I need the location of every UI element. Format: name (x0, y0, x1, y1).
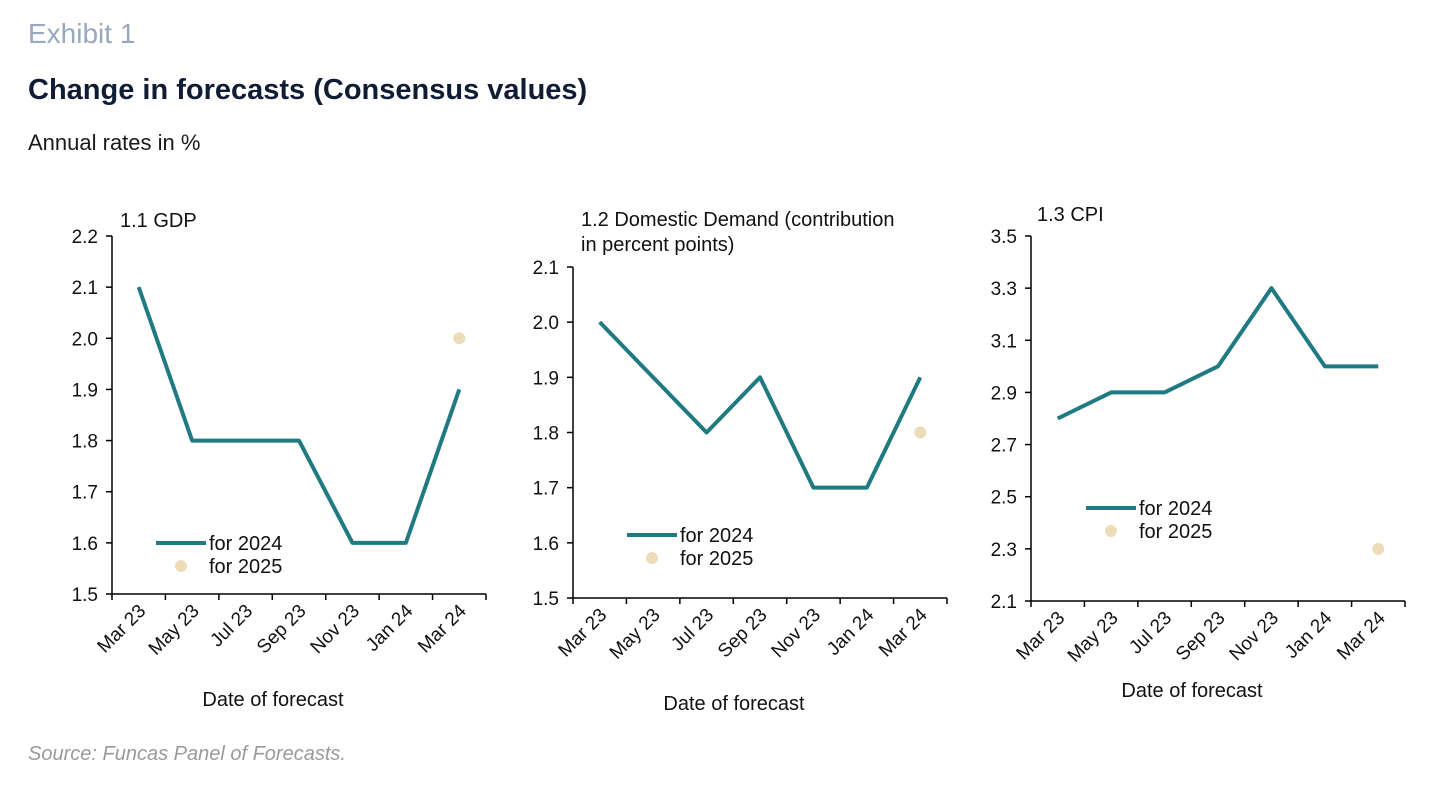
gdp-x-tick-label: Sep 23 (253, 601, 310, 658)
domestic-demand-x-tick-label: Nov 23 (768, 605, 825, 662)
gdp-legend-2025-swatch (175, 560, 187, 572)
gdp-y-tick-label: 1.9 (72, 380, 98, 401)
domestic-demand-series-2024-line (598, 320, 923, 490)
cpi-x-tick-label: Jan 24 (1281, 607, 1336, 662)
gdp-y-tick-label: 1.5 (72, 585, 98, 606)
gdp-y-tick-label: 2.2 (72, 227, 98, 248)
cpi-x-tick-label: Sep 23 (1172, 608, 1229, 665)
gdp-y-tick-label: 1.6 (72, 534, 98, 555)
gdp-y-tick-label: 1.8 (72, 432, 98, 453)
gdp-x-tick-label: Mar 24 (414, 600, 471, 657)
domestic-demand-y-tick-label: 1.6 (533, 534, 559, 555)
cpi-x-tick-label: May 23 (1064, 608, 1123, 667)
cpi-title: 1.3 CPI (1037, 204, 1104, 226)
gdp-x-tick-label: Jul 23 (206, 601, 257, 652)
gdp-title: 1.1 GDP (120, 210, 197, 232)
gdp-y-tick-label: 2.1 (72, 278, 98, 299)
domestic-demand-legend-2024-label: for 2024 (680, 525, 753, 547)
exhibit-label: Exhibit 1 (28, 18, 136, 49)
domestic-demand-x-axis-title: Date of forecast (663, 693, 805, 715)
cpi-y-tick-label: 2.5 (991, 488, 1017, 509)
cpi-y-tick-label: 2.3 (991, 540, 1017, 561)
domestic-demand-x-tick-label: Mar 23 (555, 605, 612, 662)
cpi-y-tick-label: 3.5 (991, 227, 1017, 248)
gdp-legend-2025-label: for 2025 (209, 556, 282, 578)
cpi-y-tick-label: 3.1 (991, 331, 1017, 352)
cpi-x-tick-label: Mar 23 (1013, 608, 1070, 665)
cpi-x-tick-label: Nov 23 (1226, 608, 1283, 665)
cpi-y-tick-label: 3.3 (991, 279, 1017, 300)
gdp-legend-2024-label: for 2024 (209, 533, 282, 555)
cpi-y-tick-label: 2.1 (991, 592, 1017, 613)
cpi-series-2024-line (1056, 286, 1379, 421)
page-subtitle: Annual rates in % (28, 130, 201, 155)
domestic-demand-x-tick-label: May 23 (606, 605, 665, 664)
gdp-series-2024-line (136, 286, 462, 545)
domestic-demand-y-tick-label: 1.8 (533, 424, 559, 445)
domestic-demand-legend-2025-label: for 2025 (680, 548, 753, 570)
gdp-x-tick-label: May 23 (145, 601, 204, 660)
cpi-x-tick-label: Mar 24 (1333, 607, 1390, 664)
gdp-x-tick-label: Jan 24 (362, 600, 417, 655)
domestic-demand-x-tick-label: Jul 23 (667, 605, 718, 656)
page-title: Change in forecasts (Consensus values) (28, 74, 588, 106)
domestic-demand-x-tick-label: Jan 24 (823, 604, 878, 659)
domestic-demand-series-2025-point (914, 426, 927, 439)
cpi-legend-2025-label: for 2025 (1139, 521, 1212, 543)
cpi-y-tick-label: 2.7 (991, 436, 1017, 457)
cpi-series-2025-point (1372, 542, 1385, 555)
domestic-demand-x-tick-label: Sep 23 (714, 605, 771, 662)
gdp-y-tick-label: 1.7 (72, 483, 98, 504)
gdp-y-tick-label: 2.0 (72, 329, 98, 350)
cpi-x-tick-label: Jul 23 (1125, 608, 1176, 659)
domestic-demand-legend-2025-swatch (646, 552, 658, 564)
domestic-demand-y-tick-label: 1.7 (533, 479, 559, 500)
domestic-demand-y-tick-label: 2.1 (533, 258, 559, 279)
domestic-demand-x-tick-label: Mar 24 (875, 604, 932, 661)
gdp-x-axis-title: Date of forecast (202, 689, 344, 711)
gdp-x-tick-label: Nov 23 (307, 601, 364, 658)
source-note: Source: Funcas Panel of Forecasts. (28, 743, 346, 765)
domestic-demand-title-line1: 1.2 Domestic Demand (contribution (581, 209, 894, 231)
domestic-demand-y-tick-label: 2.0 (533, 313, 559, 334)
domestic-demand-y-tick-label: 1.9 (533, 368, 559, 389)
cpi-x-axis-title: Date of forecast (1121, 680, 1263, 702)
gdp-series-2025-point (453, 332, 466, 345)
gdp-x-tick-label: Mar 23 (94, 601, 151, 658)
cpi-y-tick-label: 2.9 (991, 383, 1017, 404)
cpi-legend-2024-label: for 2024 (1139, 498, 1212, 520)
domestic-demand-title-line2: in percent points) (581, 234, 734, 256)
cpi-legend-2025-swatch (1105, 525, 1117, 537)
domestic-demand-y-tick-label: 1.5 (533, 589, 559, 610)
